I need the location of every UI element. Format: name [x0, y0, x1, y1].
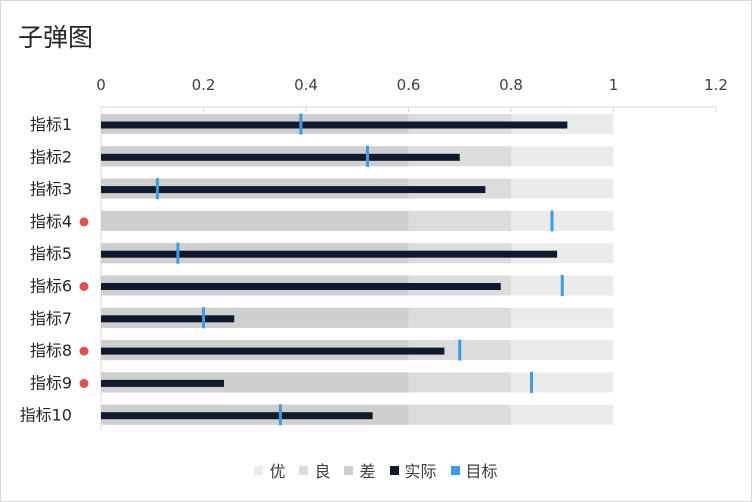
x-tick-label: 0.2 [192, 76, 216, 94]
actual-bar [101, 186, 486, 194]
range-band [101, 372, 409, 393]
target-marker [202, 307, 205, 329]
legend-label-actual: 实际 [404, 462, 437, 481]
actual-bar [101, 379, 224, 387]
category-label: 指标10 [20, 406, 72, 425]
category-label: 指标4 [30, 212, 72, 231]
chart-title: 子弹图 [18, 23, 94, 52]
target-marker [366, 145, 369, 167]
range-band [101, 210, 409, 231]
x-tick-label: 0.6 [397, 76, 421, 94]
target-marker [176, 242, 180, 264]
legend-label-target: 目标 [465, 462, 498, 481]
legend-swatch-poor [344, 465, 354, 475]
x-tick-label: 0 [96, 76, 106, 94]
category-label: 指标5 [30, 244, 72, 263]
category-label: 指标2 [30, 147, 72, 166]
actual-bar [101, 315, 235, 323]
legend-swatch-excellent [254, 465, 264, 475]
actual-bar [101, 347, 445, 355]
actual-bar [101, 250, 558, 258]
legend-item-target: 目标 [450, 458, 498, 482]
target-marker [299, 113, 303, 135]
range-band [101, 307, 409, 328]
category-label: 指标3 [30, 180, 72, 199]
x-tick-label: 0.8 [499, 76, 523, 94]
actual-bar [101, 121, 568, 129]
legend-swatch-good [299, 465, 309, 475]
legend-label-good: 良 [314, 462, 331, 481]
legend-item-good: 良 [299, 458, 330, 482]
target-marker [560, 275, 564, 296]
category-label: 指标9 [30, 373, 72, 392]
legend-item-excellent: 优 [254, 458, 285, 482]
legend-label-poor: 差 [359, 462, 376, 481]
actual-bar [101, 283, 501, 290]
x-tick-label: 1 [609, 76, 619, 94]
legend-item-actual: 实际 [389, 458, 437, 482]
legend-item-poor: 差 [344, 458, 376, 482]
target-marker [550, 210, 554, 232]
category-label: 指标8 [30, 341, 72, 360]
legend-swatch-target [450, 465, 460, 475]
target-marker [278, 404, 282, 426]
actual-bar [101, 412, 373, 420]
flag-dot [79, 282, 89, 291]
category-label: 指标7 [30, 309, 72, 328]
flag-dot [79, 217, 89, 227]
target-marker [155, 178, 159, 200]
legend-swatch-actual [389, 465, 399, 475]
target-marker [530, 371, 533, 393]
flag-dot [79, 378, 89, 388]
legend-label-excellent: 优 [269, 462, 286, 481]
flag-dot [79, 346, 89, 356]
target-marker [458, 339, 462, 361]
x-tick-label: 1.2 [704, 76, 728, 94]
actual-bar [101, 153, 460, 161]
category-label: 指标1 [30, 115, 72, 134]
legend: 优 良 差 实际 目标 [0, 458, 752, 482]
category-label: 指标6 [30, 277, 72, 296]
x-tick-label: 0.4 [294, 76, 318, 94]
